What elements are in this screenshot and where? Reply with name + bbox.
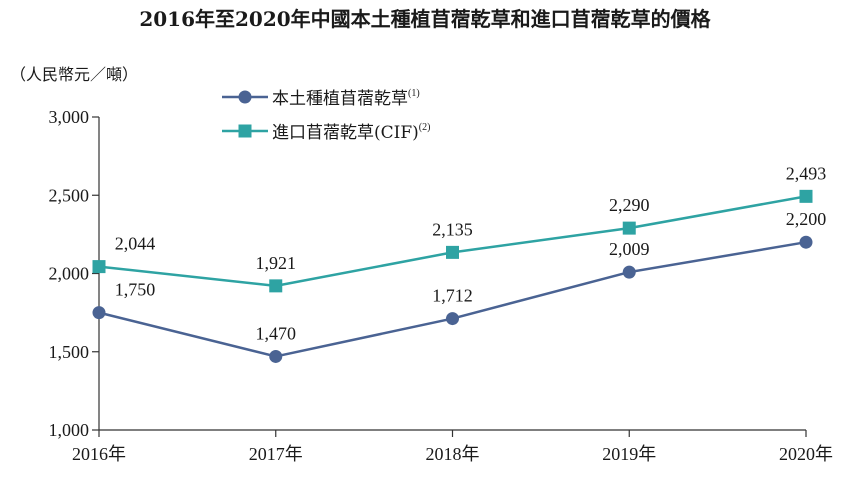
series-markers — [92, 189, 813, 363]
data-point — [92, 306, 106, 320]
x-tick-label: 2020年 — [779, 444, 833, 464]
y-tick-label: 3,000 — [49, 107, 90, 127]
legend-label: 進口苜蓿乾草(CIF)(2) — [272, 122, 430, 143]
legend-footnote-mark: (2) — [419, 122, 431, 133]
legend: 本土種植苜蓿乾草(1) 進口苜蓿乾草(CIF)(2) — [222, 88, 430, 143]
y-tick-label: 1,000 — [49, 420, 90, 440]
data-label: 2,200 — [786, 209, 827, 229]
x-tick-label: 2019年 — [602, 444, 656, 464]
data-label: 2,290 — [609, 195, 650, 215]
data-point — [622, 221, 636, 235]
data-label: 1,921 — [256, 253, 297, 273]
x-tick-label: 2017年 — [249, 444, 303, 464]
data-label: 1,470 — [256, 323, 297, 343]
y-tick-label: 2,000 — [49, 264, 90, 284]
legend-footnote-mark: (1) — [408, 88, 420, 99]
y-axis-unit-label: （人民幣元／噸） — [10, 65, 138, 84]
y-tick-label: 2,500 — [49, 185, 90, 205]
data-point — [446, 312, 459, 326]
data-point — [622, 265, 636, 279]
data-point — [269, 279, 283, 293]
data-label: 2,493 — [786, 163, 827, 183]
data-labels: 1,750 1,470 1,712 2,009 2,200 2,044 1,921 2,135… — [115, 163, 827, 343]
data-label: 1,712 — [432, 286, 473, 306]
data-label: 2,044 — [115, 234, 156, 254]
data-point — [269, 349, 283, 363]
legend-marker — [238, 90, 252, 104]
axes: 1,000 1,500 2,000 2,500 3,000 2016年 2017年 2018年… — [49, 107, 834, 464]
data-label: 2,009 — [609, 239, 650, 259]
y-tick-label: 1,500 — [49, 342, 90, 362]
data-point — [799, 189, 813, 203]
legend-marker — [238, 124, 252, 138]
data-point — [446, 245, 459, 259]
x-tick-label: 2016年 — [72, 444, 126, 464]
data-label: 1,750 — [115, 280, 156, 300]
series-line — [98, 195, 807, 288]
chart-title: 2016年至2020年中國本土種植苜蓿乾草和進口苜蓿乾草的價格 — [139, 7, 711, 31]
legend-label: 本土種植苜蓿乾草(1) — [272, 88, 420, 109]
data-point — [92, 260, 106, 274]
x-tick-label: 2018年 — [426, 444, 480, 464]
data-label: 2,135 — [432, 219, 473, 239]
data-point — [799, 235, 813, 249]
